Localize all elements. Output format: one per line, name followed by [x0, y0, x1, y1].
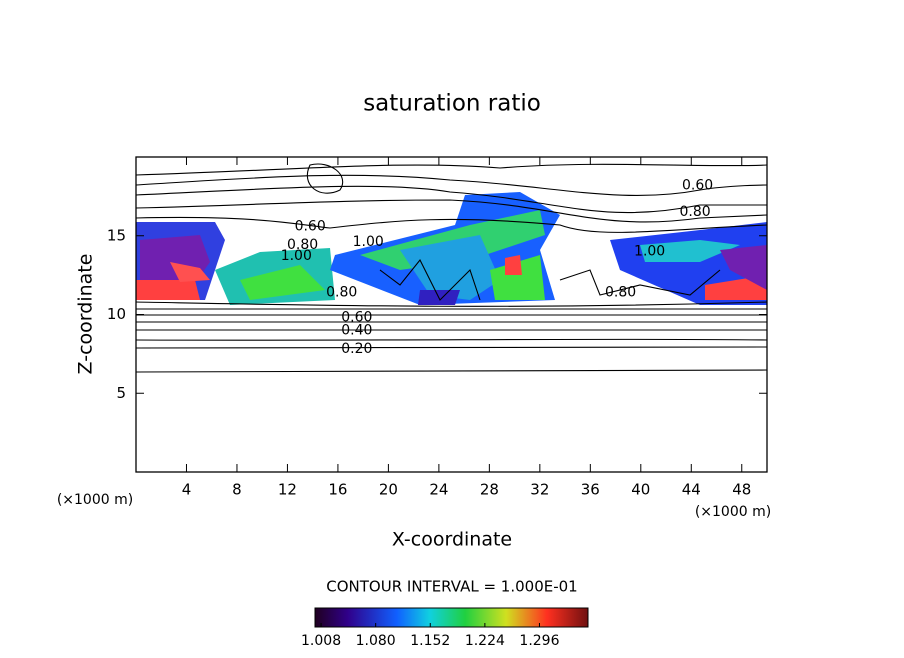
contour-label: 0.60 — [341, 310, 372, 326]
x-tick-label: 16 — [328, 481, 347, 499]
contour-label: 0.80 — [605, 284, 636, 300]
contour-interval: CONTOUR INTERVAL = 1.000E-01 — [326, 578, 577, 596]
y-tick-label: 10 — [107, 305, 126, 323]
x-tick-label: 48 — [732, 481, 751, 499]
y-tick-label: 5 — [116, 384, 126, 402]
contour-label: 0.80 — [679, 204, 710, 220]
y-unit: (×1000 m) — [57, 492, 133, 508]
contour-label: 1.00 — [281, 248, 312, 264]
x-tick-label: 40 — [631, 481, 650, 499]
x-tick-label: 20 — [379, 481, 398, 499]
colorbar-tick-label: 1.080 — [356, 633, 396, 649]
x-tick-label: 4 — [182, 481, 192, 499]
contour-label: 0.80 — [287, 237, 318, 253]
contour-field — [136, 163, 767, 373]
colorbar-tick-label: 1.296 — [519, 633, 559, 649]
colorbar-tick-label: 1.008 — [301, 633, 341, 649]
y-tick-label: 15 — [107, 226, 126, 244]
x-tick-label: 8 — [232, 481, 242, 499]
colorbar-tick-label: 1.224 — [465, 633, 505, 649]
x-axis-label: X-coordinate — [392, 529, 512, 551]
x-tick-label: 44 — [682, 481, 701, 499]
x-tick-label: 28 — [480, 481, 499, 499]
colorbar — [314, 607, 589, 628]
colorbar-tick-label: 1.152 — [410, 633, 450, 649]
chart-title: saturation ratio — [363, 91, 541, 117]
contour-label: 1.00 — [353, 234, 384, 250]
contour-label: 0.60 — [682, 177, 713, 193]
y-axis-label: Z-coordinate — [75, 254, 97, 375]
x-tick-label: 12 — [278, 481, 297, 499]
contour-label: 0.60 — [295, 218, 326, 234]
contour-label: 0.40 — [341, 322, 372, 338]
x-tick-label: 32 — [530, 481, 549, 499]
x-tick-label: 24 — [429, 481, 448, 499]
contour-label: 1.00 — [634, 244, 665, 260]
contour-label: 0.80 — [326, 284, 357, 300]
x-unit: (×1000 m) — [695, 504, 771, 520]
contour-label: 0.20 — [341, 341, 372, 357]
x-tick-label: 36 — [581, 481, 600, 499]
